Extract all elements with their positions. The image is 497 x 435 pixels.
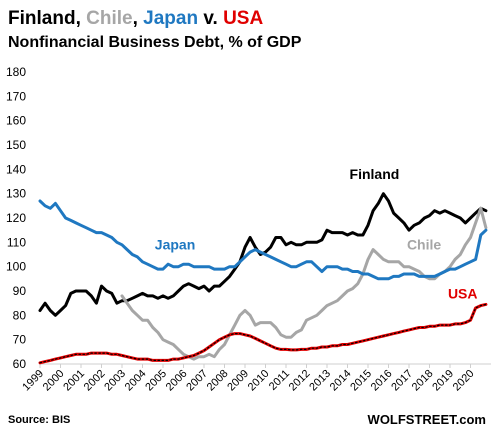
x-tick-label: 2002 bbox=[82, 368, 108, 394]
x-tick-label: 2015 bbox=[348, 368, 374, 394]
series-usa bbox=[38, 302, 488, 365]
label-finland: Finland bbox=[350, 166, 400, 182]
y-tick-label: 120 bbox=[6, 211, 26, 225]
label-usa: USA bbox=[448, 285, 478, 301]
series-usa-dots bbox=[39, 303, 487, 364]
brand-label: WOLFSTREET.com bbox=[368, 412, 486, 427]
x-axis: 1999200020012002200320042005200620072008… bbox=[20, 363, 491, 394]
y-tick-label: 170 bbox=[6, 89, 26, 103]
x-tick-label: 2007 bbox=[184, 368, 210, 394]
title-part: v. bbox=[198, 8, 223, 29]
chart-title: Finland, Chile, Japan v. USA bbox=[8, 8, 263, 29]
x-tick-label: 1999 bbox=[20, 368, 46, 394]
series-japan bbox=[38, 199, 488, 281]
x-tick-label: 2003 bbox=[102, 368, 128, 394]
y-tick-label: 70 bbox=[13, 333, 27, 347]
title-part: Japan bbox=[143, 8, 198, 29]
y-tick-label: 140 bbox=[6, 162, 26, 176]
x-tick-label: 2005 bbox=[143, 368, 169, 394]
y-tick-label: 110 bbox=[7, 235, 26, 249]
x-tick-label: 2010 bbox=[246, 368, 272, 394]
x-tick-label: 2000 bbox=[41, 368, 67, 394]
x-tick-label: 2019 bbox=[430, 368, 456, 394]
y-tick-label: 80 bbox=[13, 308, 27, 322]
x-tick-label: 2014 bbox=[328, 368, 354, 394]
x-tick-label: 2004 bbox=[123, 368, 149, 394]
source-note: Source: BIS bbox=[8, 414, 70, 426]
x-tick-label: 2016 bbox=[369, 368, 395, 394]
x-tick-label: 2020 bbox=[451, 368, 477, 394]
series-labels: Finland Chile Japan USA bbox=[155, 166, 478, 301]
y-tick-label: 90 bbox=[13, 284, 27, 298]
x-tick-label: 2011 bbox=[267, 368, 292, 393]
x-tick-label: 2009 bbox=[225, 368, 251, 394]
x-tick-label: 2018 bbox=[410, 368, 436, 394]
x-tick-label: 2008 bbox=[205, 368, 231, 394]
title-part: USA bbox=[223, 8, 263, 29]
x-tick-label: 2012 bbox=[287, 368, 313, 394]
y-tick-label: 150 bbox=[6, 138, 26, 152]
y-axis: 60 70 80 90 100 110 120 130 140 150 160 170 180 bbox=[6, 65, 26, 371]
x-tick-label: 2013 bbox=[307, 368, 333, 394]
title-part: , bbox=[133, 8, 144, 29]
label-japan: Japan bbox=[155, 237, 195, 253]
chart-subtitle: Nonfinancial Business Debt, % of GDP bbox=[8, 34, 302, 51]
series-chile bbox=[120, 206, 488, 361]
title-part: , bbox=[76, 8, 87, 29]
label-chile: Chile bbox=[407, 237, 441, 253]
y-tick-label: 160 bbox=[6, 114, 26, 128]
x-tick-label: 2001 bbox=[61, 368, 87, 394]
y-tick-label: 60 bbox=[13, 357, 27, 371]
y-tick-label: 130 bbox=[6, 187, 26, 201]
y-tick-label: 100 bbox=[6, 260, 26, 274]
title-part: Chile bbox=[86, 8, 132, 29]
title-part: Finland bbox=[8, 8, 76, 29]
x-tick-label: 2006 bbox=[164, 368, 190, 394]
series-layer bbox=[38, 192, 488, 365]
y-tick-label: 180 bbox=[6, 65, 26, 79]
x-tick-label: 2017 bbox=[389, 368, 415, 394]
